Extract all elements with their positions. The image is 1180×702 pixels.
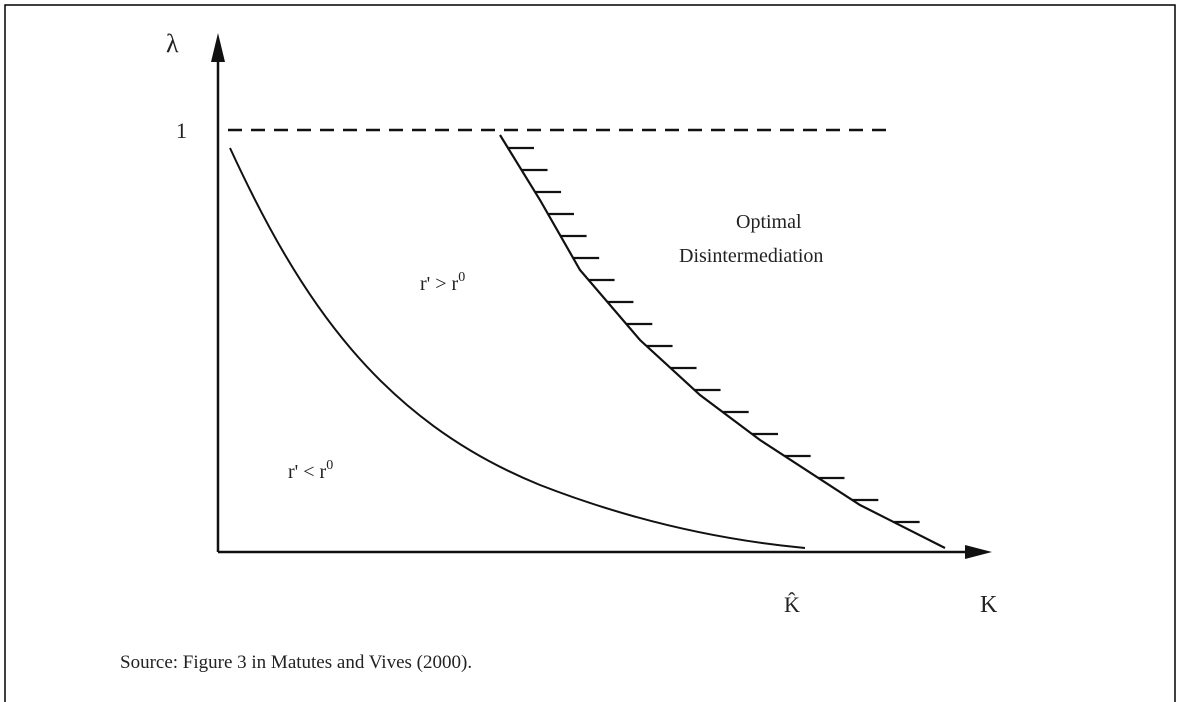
x-point-label: K̂	[784, 592, 800, 617]
lower-curve	[229, 147, 806, 549]
y-axis-arrow	[211, 33, 225, 62]
y-level-label: 1	[176, 118, 187, 143]
superscript: 0	[326, 458, 333, 473]
region-text: r' > r	[420, 273, 459, 295]
region-text: r' < r	[288, 461, 327, 483]
superscript: 0	[458, 270, 465, 285]
y-axis-label: λ	[166, 29, 179, 58]
x-axis-arrow	[965, 545, 992, 559]
region-label: Disintermediation	[679, 245, 823, 267]
hatching	[508, 146, 920, 524]
caption: Source: Figure 3 in Matutes and Vives (2…	[120, 652, 472, 673]
x-axis-label: K	[980, 592, 998, 618]
region-label: r' < r0	[288, 458, 333, 483]
upper-curve	[499, 134, 946, 549]
region-label: Optimal	[736, 211, 802, 233]
frame	[4, 4, 1176, 702]
region-label: r' > r0	[420, 270, 465, 295]
